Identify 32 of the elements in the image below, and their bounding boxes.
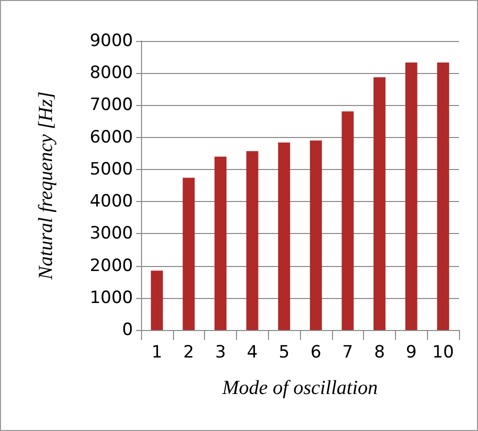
y-tick-label: 6000 <box>90 127 133 148</box>
bar <box>150 270 163 330</box>
y-tick-label: 2000 <box>90 256 133 276</box>
x-tick-label: 7 <box>342 342 354 362</box>
bar <box>405 62 418 330</box>
x-tick-label: 1 <box>151 342 162 362</box>
bar <box>214 156 226 330</box>
x-tick-label: 2 <box>183 342 194 362</box>
y-tick-label: 3000 <box>90 224 133 244</box>
y-tick-label: 5000 <box>90 159 133 180</box>
bar <box>246 151 258 330</box>
y-tick-label: 4000 <box>90 192 133 212</box>
x-tick-label: 3 <box>215 342 226 362</box>
x-tick-label: 9 <box>406 342 417 362</box>
y-tick-label: 9000 <box>90 31 133 51</box>
bar <box>374 77 386 330</box>
bar <box>437 62 450 330</box>
bar <box>278 142 290 330</box>
y-tick-label: 8000 <box>90 63 133 84</box>
bar <box>310 140 322 330</box>
x-tick-label: 6 <box>310 342 322 362</box>
x-tick-label: 8 <box>374 342 385 362</box>
y-tick-label: 1000 <box>90 288 133 308</box>
x-tick-label: 4 <box>246 342 258 362</box>
y-tick-label: 7000 <box>90 95 133 116</box>
bar <box>182 178 195 330</box>
x-tick-label: 10 <box>432 342 454 362</box>
x-tick-label: 5 <box>278 342 290 362</box>
x-axis-title: Mode of oscillation <box>221 377 378 399</box>
y-axis-title: Natural frequency [Hz] <box>35 91 57 281</box>
bar <box>342 111 354 330</box>
y-tick-label: 0 <box>122 320 133 340</box>
